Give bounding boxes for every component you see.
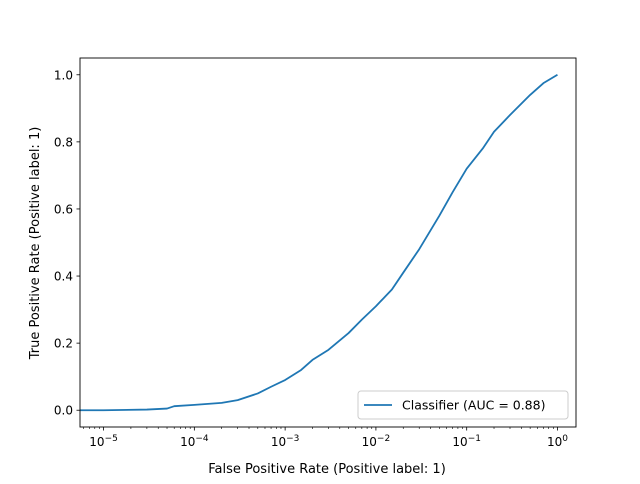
y-tick-label-5: 1.0 bbox=[54, 68, 73, 82]
series-line-0 bbox=[80, 73, 558, 412]
axes-layer: 10−5 10−4 10−3 10−2 10−1 1000.00.20.40.60.81.… bbox=[54, 57, 577, 449]
y-tick-label-0: 0.0 bbox=[54, 404, 73, 418]
plot-layer bbox=[80, 73, 558, 412]
y-tick-label-3: 0.6 bbox=[54, 202, 73, 216]
y-tick-label-1: 0.2 bbox=[54, 337, 73, 351]
legend-label-0: Classifier (AUC = 0.88) bbox=[402, 398, 545, 413]
legend: Classifier (AUC = 0.88) bbox=[357, 390, 569, 420]
y-tick-label-2: 0.4 bbox=[54, 270, 73, 284]
y-axis-label: True Positive Rate (Positive label: 1) bbox=[28, 127, 43, 361]
axes-frame bbox=[79, 57, 577, 428]
x-axis-label: False Positive Rate (Positive label: 1) bbox=[208, 462, 446, 477]
legend-box bbox=[357, 390, 569, 420]
y-tick-label-4: 0.8 bbox=[54, 135, 73, 149]
